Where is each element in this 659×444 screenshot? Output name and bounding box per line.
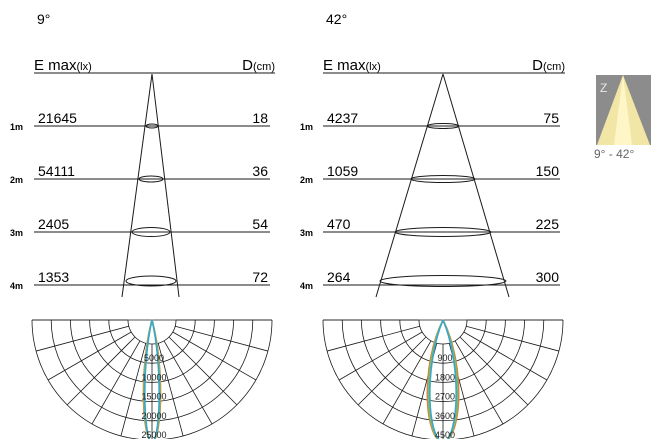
beam-narrow-shape [614,75,632,145]
diameter-header: D(cm) [532,57,565,74]
diameter-value: 36 [252,163,268,179]
distance-label: 1m [300,122,313,132]
polar-radial-line [172,331,257,381]
polar-radial-line [466,325,560,352]
polar-radial-line [459,336,529,406]
distance-label: 2m [10,175,23,185]
emax-header: E max(lx) [34,57,92,74]
polar-radial-line [120,343,147,437]
beam-range-label: 9° - 42° [594,147,634,161]
beam-cone-left [375,73,444,298]
beam-ellipse-4m [379,275,507,287]
emax-value: 1353 [38,269,69,285]
distance-label: 4m [10,281,23,291]
emax-value: 1059 [327,163,358,179]
polar-radial-line [326,325,420,352]
polar-radial-line [35,325,129,352]
polar-radial-line [357,336,427,406]
beam-ellipse-4m [125,275,177,287]
beam-panel-42: 42° E max(lx) D(cm) 1m 2m 3m 4m 4237 105… [300,11,565,298]
polar-diagram-9: 5000 10000 15000 20000 25000 [31,319,273,444]
polar-radial-line [47,331,132,381]
polar-inner-ring [127,319,177,345]
diameter-value: 72 [252,269,268,285]
beam-ellipse-2m [410,175,476,183]
polar-radial-line [168,336,238,406]
polar-scale-label: 25000 [141,430,166,439]
panel-angle-title: 42° [326,11,347,27]
distance-label: 1m [10,122,23,132]
distance-label: 3m [300,228,313,238]
beam-ellipse-1m [145,123,159,129]
beam-cone-right [151,73,180,298]
emax-value: 4237 [327,110,358,126]
diameter-value: 18 [252,110,268,126]
polar-scale-label: 3600 [435,411,455,421]
polar-scale-label: 1800 [435,372,455,382]
z-axis-label: Z [600,81,607,95]
polar-scale-label: 20000 [141,411,166,421]
emax-value: 264 [327,269,351,285]
beam-ellipse-1m [426,123,460,129]
polar-scale-label: 10000 [141,372,166,382]
polar-diagram-42: 900 1800 2700 3600 4500 [322,319,564,444]
polar-radial-line [382,340,432,425]
distance-label: 2m [300,175,313,185]
emax-value: 54111 [38,163,75,179]
polar-inner-ring [418,319,468,345]
polar-radial-line [338,331,423,381]
polar-radial-line [463,331,548,381]
polar-radial-line [454,340,504,425]
diameter-header: D(cm) [242,57,275,74]
beam-range-icon: Z 9° - 42° [594,75,651,161]
emax-header: E max(lx) [323,57,381,74]
polar-scale-label: 15000 [141,392,166,402]
diameter-value: 300 [536,269,560,285]
distance-label: 3m [10,228,23,238]
polar-radial-line [175,325,269,352]
polar-radial-line [157,343,184,437]
polar-scale-label: 5000 [144,353,164,363]
diameter-value: 75 [543,110,559,126]
polar-radial-line [66,336,136,406]
beam-panel-9: 9° E max(lx) D(cm) 1m 2m 3m 4m 21645 541… [10,11,275,298]
polar-radial-line [91,340,141,425]
beam-ellipse-3m [394,227,492,237]
polar-scale-label: 2700 [435,392,455,402]
diameter-value: 150 [536,163,560,179]
beam-cone-right [442,73,510,298]
panel-angle-title: 9° [37,11,50,27]
polar-scale-label: 4500 [435,430,455,439]
polar-scale-label: 900 [437,353,452,363]
polar-radial-line [163,340,213,425]
beam-cone-left [121,73,153,298]
emax-value: 470 [327,216,351,232]
diameter-value: 225 [536,216,560,232]
beam-ellipse-3m [131,227,171,237]
diameter-value: 54 [252,216,268,232]
distance-label: 4m [300,281,313,291]
beam-ellipse-2m [138,175,164,183]
emax-value: 21645 [38,110,77,126]
emax-value: 2405 [38,216,69,232]
